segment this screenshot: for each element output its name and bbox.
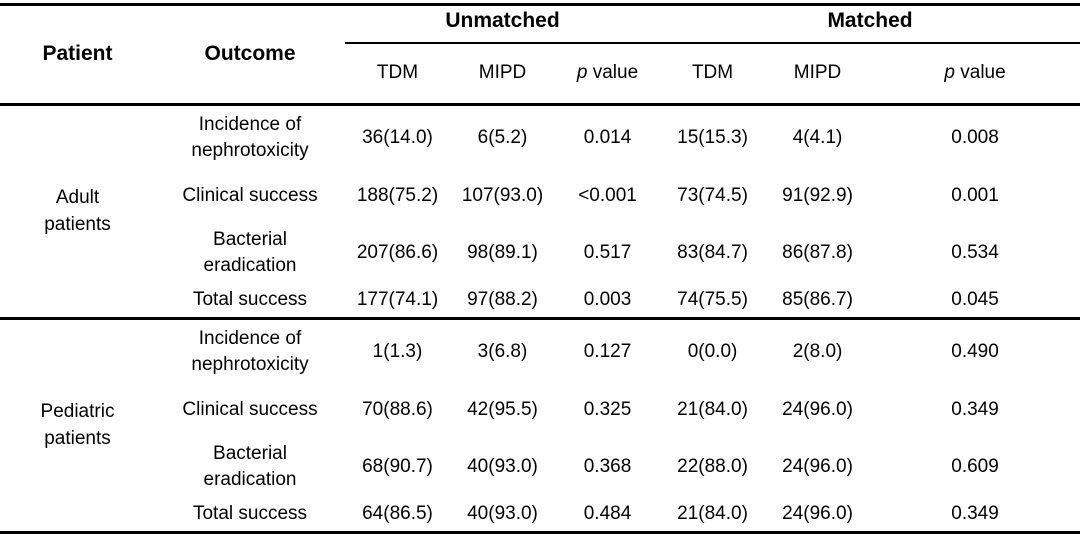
value-cell: 70(88.6) [362, 398, 433, 420]
value-cell: 107(93.0) [461, 184, 544, 206]
value-cell: 21(84.0) [677, 503, 748, 525]
col-header-mipd-unmatched: MIPD [478, 62, 527, 84]
patient-group-label: Adult patients [44, 187, 111, 235]
value-cell: 177(74.1) [356, 289, 439, 311]
outcome-cell: Clinical success [182, 398, 318, 420]
outcome-cell: Clinical success [182, 184, 318, 206]
col-header-tdm-unmatched: TDM [376, 62, 419, 84]
table-row: Bacterial eradication 68(90.7) 40(93.0) … [0, 437, 1080, 498]
value-cell: 42(95.5) [467, 398, 538, 420]
value-cell: 6(5.2) [477, 126, 528, 148]
value-cell: 91(92.9) [782, 184, 853, 206]
value-cell: 24(96.0) [782, 503, 853, 525]
value-cell: 24(96.0) [782, 398, 853, 420]
table-header: Patient Outcome Unmatched Matched TDM MI… [0, 4, 1080, 105]
value-cell: 0.368 [583, 455, 632, 477]
value-cell: 64(86.5) [362, 503, 433, 525]
value-cell: 0.008 [951, 126, 999, 148]
value-cell: 0(0.0) [687, 340, 738, 362]
value-cell: 0.349 [951, 503, 999, 525]
value-cell: 86(87.8) [782, 241, 853, 263]
table-row: Clinical success 188(75.2) 107(93.0) <0.… [0, 170, 1080, 223]
value-cell: 98(89.1) [467, 241, 538, 263]
value-cell: 0.517 [583, 241, 632, 263]
col-header-pvalue-unmatched: p value [555, 43, 660, 105]
table-row: Bacterial eradication 207(86.6) 98(89.1)… [0, 223, 1080, 284]
p-rest: value [954, 62, 1006, 84]
group-header-unmatched: Unmatched [345, 4, 661, 44]
value-cell: 1(1.3) [372, 340, 423, 362]
outcome-cell: Total success [192, 289, 308, 311]
value-cell: 83(84.7) [677, 241, 748, 263]
col-header-tdm-matched: TDM [691, 62, 734, 84]
outcome-cell: Total success [192, 503, 308, 525]
outcome-cell: Bacterial eradication [203, 228, 297, 276]
outcome-cell: Incidence of nephrotoxicity [191, 113, 309, 161]
table-row: Clinical success 70(88.6) 42(95.5) 0.325… [0, 384, 1080, 437]
value-cell: 0.045 [951, 289, 999, 311]
p-italic: p [944, 62, 955, 84]
table-row: Adult patients Incidence of nephrotoxici… [0, 105, 1080, 235]
value-cell: 0.325 [583, 398, 632, 420]
value-cell: 2(8.0) [792, 340, 843, 362]
p-italic: p [576, 62, 588, 84]
value-cell: 207(86.6) [356, 241, 439, 263]
value-cell: 3(6.8) [477, 340, 528, 362]
value-cell: 68(90.7) [362, 455, 433, 477]
value-cell: 21(84.0) [677, 398, 748, 420]
table-row: Total success 64(86.5) 40(93.0) 0.484 21… [0, 498, 1080, 533]
value-cell: 0.127 [583, 340, 632, 362]
value-cell: 0.609 [951, 455, 999, 477]
outcomes-comparison-table: Patient Outcome Unmatched Matched TDM MI… [0, 3, 1080, 534]
value-cell: 0.484 [583, 503, 632, 525]
value-cell: 0.003 [583, 289, 632, 311]
value-cell: 73(74.5) [677, 184, 748, 206]
col-header-pvalue-matched: p value [870, 43, 1080, 105]
group-header-matched: Matched [660, 4, 1080, 44]
value-cell: 4(4.1) [792, 126, 843, 148]
value-cell: 24(96.0) [782, 455, 853, 477]
value-cell: 15(15.3) [677, 126, 748, 148]
value-cell: 188(75.2) [356, 184, 439, 206]
value-cell: 85(86.7) [782, 289, 853, 311]
sub-header-row: TDM MIPD p value TDM MIPD p value [0, 43, 1080, 105]
p-rest: value [587, 62, 639, 84]
col-header-mipd-matched: MIPD [793, 62, 842, 84]
patient-group-label: Pediatric patients [40, 401, 115, 449]
value-cell: 22(88.0) [677, 455, 748, 477]
col-header-outcome: Outcome [204, 42, 296, 66]
value-cell: 74(75.5) [677, 289, 748, 311]
value-cell: 0.349 [951, 398, 999, 420]
section-pediatric-patients: Pediatric patients Incidence of nephroto… [0, 319, 1080, 533]
value-cell: 40(93.0) [467, 455, 538, 477]
section-adult-patients: Adult patients Incidence of nephrotoxici… [0, 105, 1080, 319]
value-cell: 36(14.0) [362, 126, 433, 148]
table-row: Pediatric patients Incidence of nephroto… [0, 319, 1080, 449]
value-cell: 0.534 [951, 241, 999, 263]
outcome-cell: Incidence of nephrotoxicity [191, 327, 309, 375]
value-cell: <0.001 [578, 184, 637, 206]
value-cell: 0.490 [951, 340, 999, 362]
group-header-row: Patient Outcome Unmatched Matched [0, 4, 1080, 65]
value-cell: 97(88.2) [467, 289, 538, 311]
value-cell: 40(93.0) [467, 503, 538, 525]
value-cell: 0.014 [583, 126, 632, 148]
col-header-patient: Patient [42, 42, 113, 66]
table-row: Total success 177(74.1) 97(88.2) 0.003 7… [0, 284, 1080, 319]
value-cell: 0.001 [951, 184, 999, 206]
outcome-cell: Bacterial eradication [203, 442, 297, 490]
